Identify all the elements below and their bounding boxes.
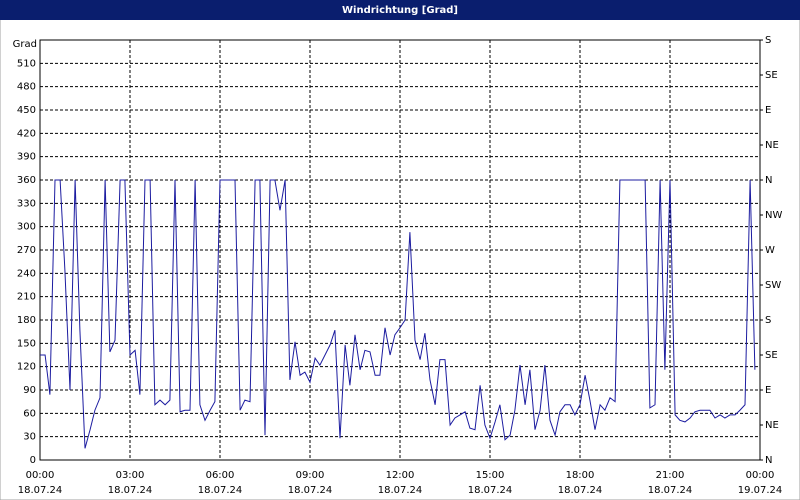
data-line — [40, 179, 756, 449]
y-tick-label: 300 — [17, 222, 36, 233]
y-tick-label: 180 — [17, 315, 36, 326]
y2-tick-label: NE — [765, 140, 779, 151]
window-title: Windrichtung [Grad] — [342, 5, 458, 16]
x-tick-label: 06:00 — [206, 470, 235, 481]
y-tick-label: 120 — [17, 362, 36, 373]
x-tick-date: 18.07.24 — [288, 485, 333, 496]
y2-tick-label: NW — [765, 210, 782, 221]
y-tick-label: 210 — [17, 292, 36, 303]
x-tick-label: 09:00 — [296, 470, 325, 481]
y-tick-label: 30 — [23, 432, 36, 443]
y-tick-label: 270 — [17, 245, 36, 256]
x-tick-label: 15:00 — [476, 470, 505, 481]
y-tick-label: 60 — [23, 408, 36, 419]
x-tick-label: 03:00 — [116, 470, 145, 481]
y2-tick-label: N — [765, 175, 772, 186]
y-tick-label: 360 — [17, 175, 36, 186]
y-tick-label: 420 — [17, 128, 36, 139]
x-tick-label: 00:00 — [26, 470, 55, 481]
x-tick-label: 18:00 — [566, 470, 595, 481]
x-tick-date: 18.07.24 — [468, 485, 513, 496]
x-tick-date: 18.07.24 — [18, 485, 63, 496]
y-tick-label: 90 — [23, 385, 36, 396]
y-tick-label: 450 — [17, 105, 36, 116]
x-tick-label: 00:00 — [746, 470, 775, 481]
y-tick-label: 0 — [30, 455, 36, 466]
x-tick-date: 18.07.24 — [558, 485, 603, 496]
y2-tick-label: SE — [765, 70, 778, 81]
x-tick-label: 12:00 — [386, 470, 415, 481]
y2-tick-label: SE — [765, 350, 778, 361]
x-tick-date: 18.07.24 — [198, 485, 243, 496]
y-tick-label: 240 — [17, 268, 36, 279]
y2-tick-label: S — [765, 315, 771, 326]
y2-tick-label: N — [765, 455, 772, 466]
title-bar — [0, 0, 800, 20]
y2-tick-label: S — [765, 35, 771, 46]
y2-tick-label: E — [765, 385, 771, 396]
y-tick-label: 510 — [17, 58, 36, 69]
y2-tick-label: SW — [765, 280, 781, 291]
y2-tick-label: W — [765, 245, 775, 256]
y2-tick-label: E — [765, 105, 771, 116]
y-tick-label: 330 — [17, 198, 36, 209]
y-axis-label: Grad — [13, 39, 37, 50]
y-tick-label: 480 — [17, 82, 36, 93]
x-tick-date: 19.07.24 — [738, 485, 783, 496]
x-tick-label: 21:00 — [656, 470, 685, 481]
y-tick-label: 150 — [17, 338, 36, 349]
y-tick-label: 390 — [17, 152, 36, 163]
x-tick-date: 18.07.24 — [378, 485, 423, 496]
x-tick-date: 18.07.24 — [648, 485, 693, 496]
x-tick-date: 18.07.24 — [108, 485, 153, 496]
y2-tick-label: NE — [765, 420, 779, 431]
